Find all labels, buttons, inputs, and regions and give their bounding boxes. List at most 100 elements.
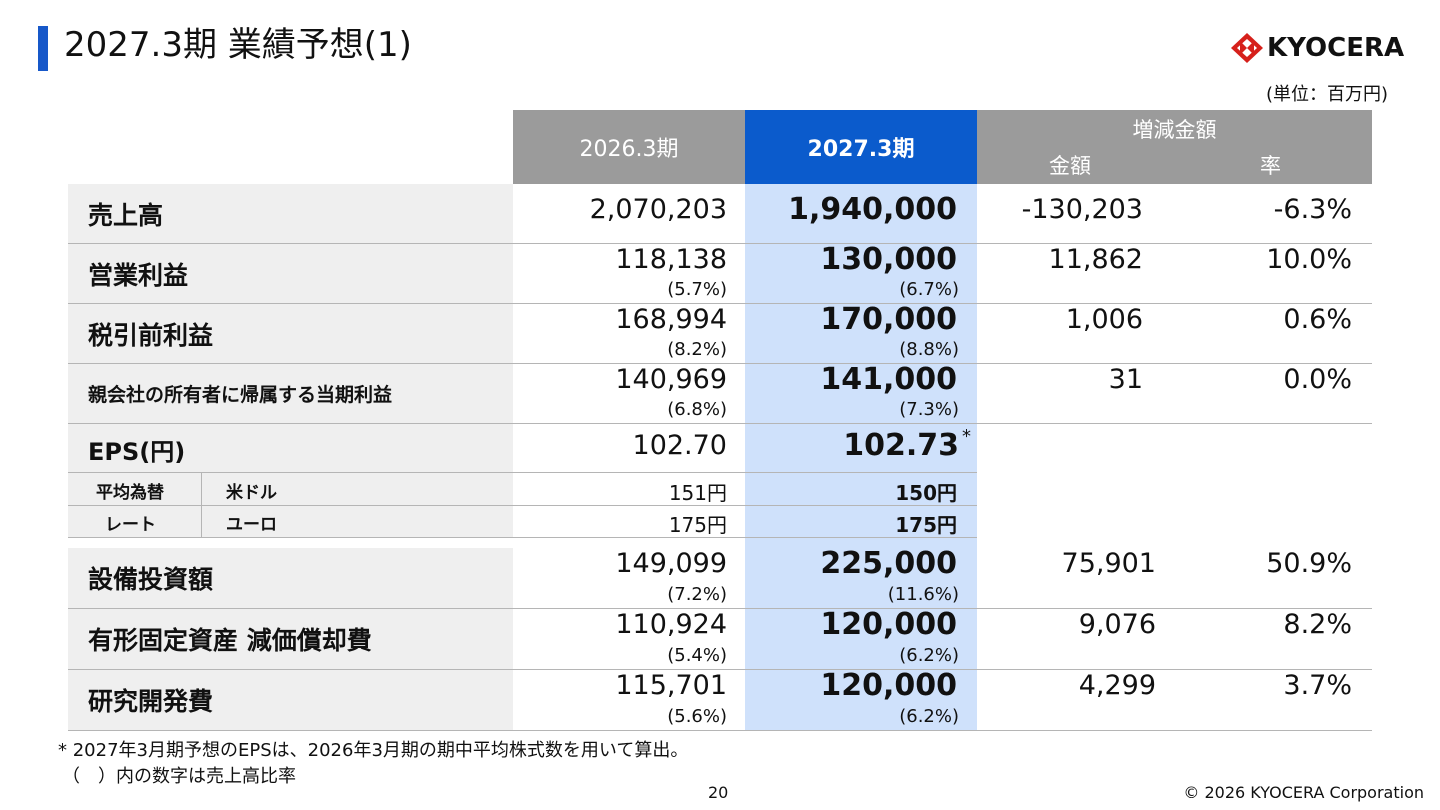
row-label-cell: 研究開発費 <box>68 670 513 730</box>
fx-row-eur: レート ユーロ 175円 175円 <box>68 506 977 537</box>
row-divider <box>68 243 1372 244</box>
page-number: 20 <box>708 783 729 802</box>
cur-value: 120,000 <box>820 668 957 703</box>
cur-value: 170,000 <box>820 302 957 337</box>
row-divider <box>68 303 1372 304</box>
row-divider <box>68 730 1372 731</box>
header-rate-label: 率 <box>1260 154 1281 178</box>
header-diff: 増減金額 金額 率 <box>977 110 1372 184</box>
row-label: EPS(円) <box>88 438 186 466</box>
diff-amount: 1,006 <box>1065 304 1143 335</box>
row-label-cell: 売上高 <box>68 184 513 243</box>
prev-value: 149,099 <box>615 548 727 579</box>
kyocera-logo-icon <box>1231 33 1263 63</box>
diff-amount: 75,901 <box>1061 548 1156 579</box>
row-label-cell: 親会社の所有者に帰属する当期利益 <box>68 364 513 423</box>
row-divider <box>68 423 1372 424</box>
prev-ratio: (5.4%) <box>667 645 727 666</box>
prev-ratio: (5.7%) <box>667 279 727 300</box>
table-row: 親会社の所有者に帰属する当期利益 140,969 (6.8%) 141,000 … <box>68 362 1372 423</box>
footnote-ratio: （ ）内の数字は売上高比率 <box>62 766 296 787</box>
cur-value: 102.73 <box>843 428 959 463</box>
fx-usd-cur: 150円 <box>895 481 957 505</box>
row-divider <box>68 537 977 538</box>
table-row: 設備投資額 149,099 (7.2%) 225,000 (11.6%) 75,… <box>68 546 1372 608</box>
copyright: © 2026 KYOCERA Corporation <box>1183 783 1424 802</box>
cur-ratio: (6.2%) <box>899 706 959 727</box>
fx-row-usd: 平均為替 米ドル 151円 150円 <box>68 473 977 505</box>
table-row: 売上高 2,070,203 1,940,000 -130,203 -6.3% <box>68 184 1372 243</box>
unit-note: (単位：百万円) <box>1265 84 1388 105</box>
prev-ratio: (8.2%) <box>667 339 727 360</box>
fx-label-cell <box>68 473 513 505</box>
prev-value: 140,969 <box>615 364 727 395</box>
diff-rate: 3.7% <box>1283 670 1352 701</box>
prev-value: 2,070,203 <box>589 194 727 225</box>
title-accent-bar <box>38 26 48 71</box>
header-cur-label: 2027.3期 <box>807 137 915 162</box>
diff-amount: 4,299 <box>1078 670 1156 701</box>
row-divider <box>68 472 977 473</box>
header-amount-label: 金額 <box>1049 154 1091 178</box>
cur-value: 141,000 <box>820 362 957 397</box>
row-label: 親会社の所有者に帰属する当期利益 <box>88 384 393 406</box>
row-label: 有形固定資産 減価償却費 <box>88 626 372 655</box>
fx-eur-prev: 175円 <box>668 513 727 537</box>
header-prev-label: 2026.3期 <box>579 137 679 162</box>
row-label-cell: 営業利益 <box>68 244 513 303</box>
table-row: EPS(円) 102.70 102.73 * <box>68 424 977 472</box>
row-label: 営業利益 <box>88 261 189 290</box>
row-gap <box>68 538 745 548</box>
diff-rate: 0.0% <box>1283 364 1352 395</box>
diff-amount: -130,203 <box>1021 194 1143 225</box>
diff-amount: 31 <box>1108 364 1143 395</box>
prev-value: 102.70 <box>632 430 727 461</box>
diff-amount: 9,076 <box>1078 609 1156 640</box>
row-divider <box>68 363 1372 364</box>
fx-column-divider <box>201 473 202 537</box>
row-label: 税引前利益 <box>88 321 214 350</box>
diff-rate: 8.2% <box>1283 609 1352 640</box>
cur-value: 225,000 <box>820 546 957 581</box>
fx-usd-label: 米ドル <box>226 483 277 503</box>
diff-amount: 11,862 <box>1048 244 1143 275</box>
diff-rate: 50.9% <box>1266 548 1352 579</box>
page-title: 2027.3期 業績予想(1) <box>64 25 412 65</box>
fx-eur-cur: 175円 <box>895 513 957 537</box>
table-row: 営業利益 118,138 (5.7%) 130,000 (6.7%) 11,86… <box>68 242 1372 303</box>
row-divider <box>68 669 1372 670</box>
prev-ratio: (5.6%) <box>667 706 727 727</box>
fx-eur-label: ユーロ <box>226 515 277 535</box>
prev-ratio: (6.8%) <box>667 399 727 420</box>
prev-ratio: (7.2%) <box>667 584 727 605</box>
cur-value: 120,000 <box>820 607 957 642</box>
header-prev-period: 2026.3期 <box>513 110 745 184</box>
row-label: 研究開発費 <box>88 687 214 716</box>
diff-rate: -6.3% <box>1273 194 1352 225</box>
kyocera-logo: KYOCERA <box>1231 33 1405 63</box>
current-period-column-bg <box>745 184 977 730</box>
fx-usd-prev: 151円 <box>668 481 727 505</box>
diff-rate: 10.0% <box>1266 244 1352 275</box>
logo-text: KYOCERA <box>1267 33 1405 63</box>
row-label: 設備投資額 <box>88 565 214 594</box>
row-divider <box>68 608 1372 609</box>
prev-value: 115,701 <box>615 670 727 701</box>
cur-ratio: (7.3%) <box>899 399 959 420</box>
fx-label-cell <box>68 506 513 537</box>
cur-ratio: (6.2%) <box>899 645 959 666</box>
footnote-eps: * 2027年3月期予想のEPSは、2026年3月期の期中平均株式数を用いて算出… <box>58 740 689 761</box>
fx-label-2: レート <box>105 515 156 535</box>
header-cur-period: 2027.3期 <box>745 110 977 184</box>
cur-ratio: (8.8%) <box>899 339 959 360</box>
row-label-cell: 税引前利益 <box>68 304 513 363</box>
eps-footnote-mark: * <box>962 426 971 447</box>
row-label-cell: 有形固定資産 減価償却費 <box>68 609 513 669</box>
table-row: 研究開発費 115,701 (5.6%) 120,000 (6.2%) 4,29… <box>68 668 1372 730</box>
row-label-cell <box>68 424 513 472</box>
prev-value: 118,138 <box>615 244 727 275</box>
table-row: 税引前利益 168,994 (8.2%) 170,000 (8.8%) 1,00… <box>68 302 1372 363</box>
cur-value: 130,000 <box>820 242 957 277</box>
cur-ratio: (11.6%) <box>887 584 959 605</box>
table-row: 有形固定資産 減価償却費 110,924 (5.4%) 120,000 (6.2… <box>68 607 1372 669</box>
